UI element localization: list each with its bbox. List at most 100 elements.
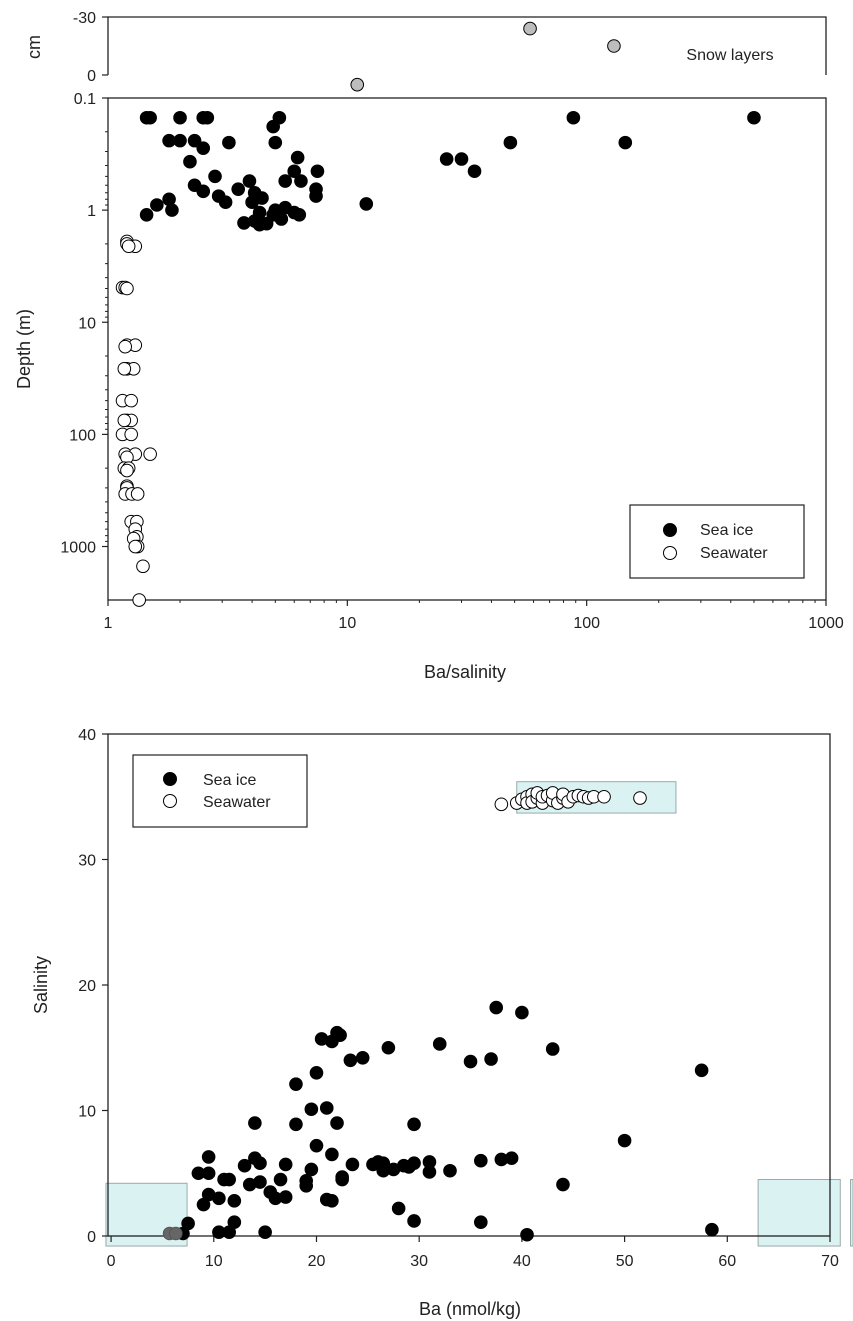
depth-point-s0-49 [274,212,289,226]
depth-ytick-label-4: 1000 [60,540,96,557]
depth-point-s1-40 [132,593,146,607]
depth-point-s0-31 [196,184,211,199]
depth-point-s0-35 [218,195,233,210]
salinity-point-s0-28 [278,1190,293,1204]
salinity-ytick-label-3: 30 [78,853,96,870]
salinity-point-s1-23 [597,789,611,804]
salinity-legend-marker-seawater [163,794,177,808]
salinity-point-s2-1 [168,1226,183,1241]
depth-point-s0-13 [268,135,283,150]
salinity-point-s0-30 [289,1117,303,1132]
snow-layer-point-0 [350,77,365,92]
depth-legend-label-seawater: Seawater [700,545,768,562]
depth-point-s0-16 [196,141,211,155]
salinity-point-s0-73 [515,1005,529,1020]
depth-point-s0-45 [292,207,307,222]
depth-point-s0-4 [200,110,215,125]
salinity-point-s0-42 [325,1147,339,1162]
depth-plot-frame [107,97,827,601]
salinity-point-s0-64 [422,1155,437,1169]
salinity-highlight-box-2 [757,1179,841,1247]
salinity-point-s1-0 [494,797,509,812]
salinity-point-s0-62 [407,1156,421,1171]
salinity-xtick-label-3: 30 [410,1253,428,1270]
depth-point-s0-46 [139,207,154,222]
snow-annotation: Snow layers [686,47,773,64]
salinity-x-axis-label: Ba (nmol/kg) [419,1299,521,1319]
depth-point-s0-24 [208,169,222,184]
salinity-point-s0-50 [345,1157,360,1172]
salinity-point-s0-49 [343,1053,358,1068]
salinity-y-axis-label: Salinity [31,956,51,1014]
salinity-point-s0-66 [443,1163,457,1178]
salinity-point-s0-48 [335,1170,349,1184]
depth-point-s0-39 [165,203,179,217]
salinity-point-s0-13 [201,1166,216,1181]
depth-ytick-label-3: 100 [69,427,96,444]
salinity-point-s0-56 [381,1040,396,1055]
depth-point-s0-11 [187,133,202,148]
salinity-point-s0-43 [330,1116,344,1130]
depth-point-s0-2 [173,110,187,125]
salinity-xtick-label-7: 70 [821,1253,839,1270]
depth-point-s0-6 [266,119,280,134]
depth-point-s1-26 [120,463,134,478]
salinity-point-s0-33 [299,1173,314,1188]
salinity-point-s0-72 [504,1151,519,1165]
snow-ytick-label-0: 0 [87,68,96,85]
depth-point-s1-22 [143,447,157,461]
depth-y-axis-label: Depth (m) [14,309,34,389]
salinity-legend: Sea ice Seawater [132,754,308,828]
salinity-xtick-label-4: 40 [513,1253,531,1270]
depth-point-s1-6 [120,281,134,296]
salinity-xtick-label-0: 0 [107,1253,116,1270]
depth-legend-marker-seawater [663,546,677,560]
salinity-point-s0-67 [463,1054,478,1069]
depth-legend-label-sea-ice: Sea ice [700,522,753,539]
salinity-point-s0-61 [407,1117,421,1132]
salinity-point-s0-70 [489,1000,504,1015]
salinity-point-s0-58 [391,1201,406,1216]
salinity-point-s1-24 [633,791,647,805]
depth-point-s1-31 [130,487,145,501]
depth-legend-box [629,504,805,579]
salinity-ytick-label-1: 10 [78,1104,96,1121]
depth-legend-marker-sea-ice [663,523,677,537]
salinity-point-s0-76 [617,1133,632,1148]
salinity-point-s0-22 [248,1116,262,1130]
salinity-point-s0-6 [407,1214,421,1228]
depth-point-s0-41 [359,197,374,211]
depth-x-axis-label: Ba/salinity [424,662,506,682]
salinity-ytick-label-0: 0 [87,1229,96,1246]
salinity-point-s0-15 [212,1191,226,1206]
depth-xtick-label-0: 1 [104,615,113,632]
salinity-point-s0-27 [273,1172,288,1187]
salinity-point-s0-17 [222,1172,236,1187]
snow-panel: -30 0 cm Snow layers [24,10,827,92]
depth-panel: 1 10 100 1000 0.1 1 10 100 1000 Depth (m) Ba/sal… [14,91,844,682]
depth-point-s0-7 [566,110,581,125]
salinity-point-s0-69 [484,1052,498,1066]
depth-point-s0-12 [222,135,236,150]
depth-point-s0-23 [467,164,482,179]
salinity-legend-label-seawater: Seawater [203,794,271,811]
depth-legend: Sea ice Seawater [629,504,805,579]
salinity-point-s0-35 [304,1102,319,1117]
snow-panel-frame [107,16,827,75]
depth-point-s0-40 [255,191,269,205]
salinity-point-s0-37 [309,1066,324,1080]
depth-point-s1-9 [118,339,133,354]
salinity-point-s0-14 [201,1150,216,1164]
salinity-point-s0-65 [432,1037,447,1051]
depth-point-s1-19 [124,427,138,442]
depth-ytick-label-1: 1 [87,203,96,220]
snow-layer-point-1 [523,21,537,36]
salinity-point-s0-4 [227,1215,242,1229]
depth-point-s1-14 [124,393,138,408]
salinity-legend-marker-sea-ice [163,772,177,786]
depth-point-s1-17 [117,413,132,428]
salinity-point-s0-19 [237,1158,252,1173]
depth-point-s1-39 [136,559,150,574]
depth-point-s0-20 [310,164,325,179]
salinity-point-s0-31 [289,1077,303,1091]
